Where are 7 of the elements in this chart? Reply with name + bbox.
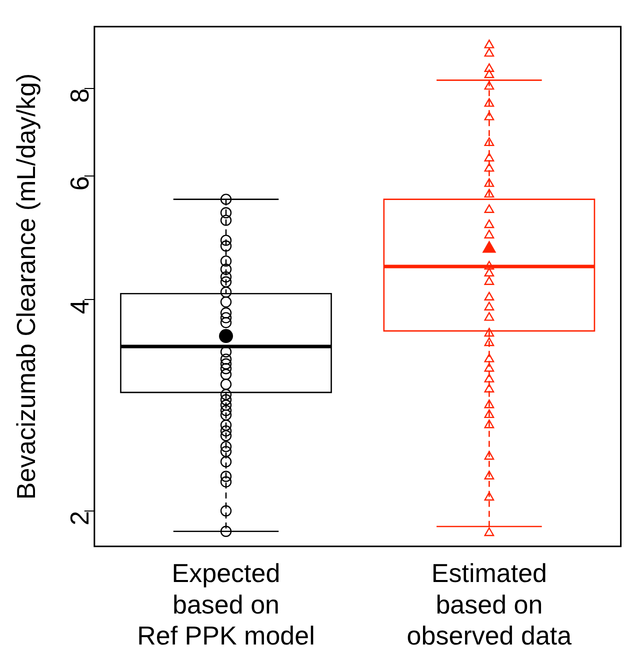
x-tick-label: Expected based on Ref PPK model bbox=[137, 558, 315, 651]
y-tick-label: 8 bbox=[64, 88, 95, 103]
y-axis-title: Bevacizumab Clearance (mL/day/kg) bbox=[10, 73, 41, 500]
y-tick-label: 4 bbox=[64, 300, 95, 314]
y-tick-label: 2 bbox=[64, 510, 95, 526]
x-tick-label: Estimated based on observed data bbox=[406, 558, 572, 651]
y-tick-label: 6 bbox=[64, 176, 95, 191]
